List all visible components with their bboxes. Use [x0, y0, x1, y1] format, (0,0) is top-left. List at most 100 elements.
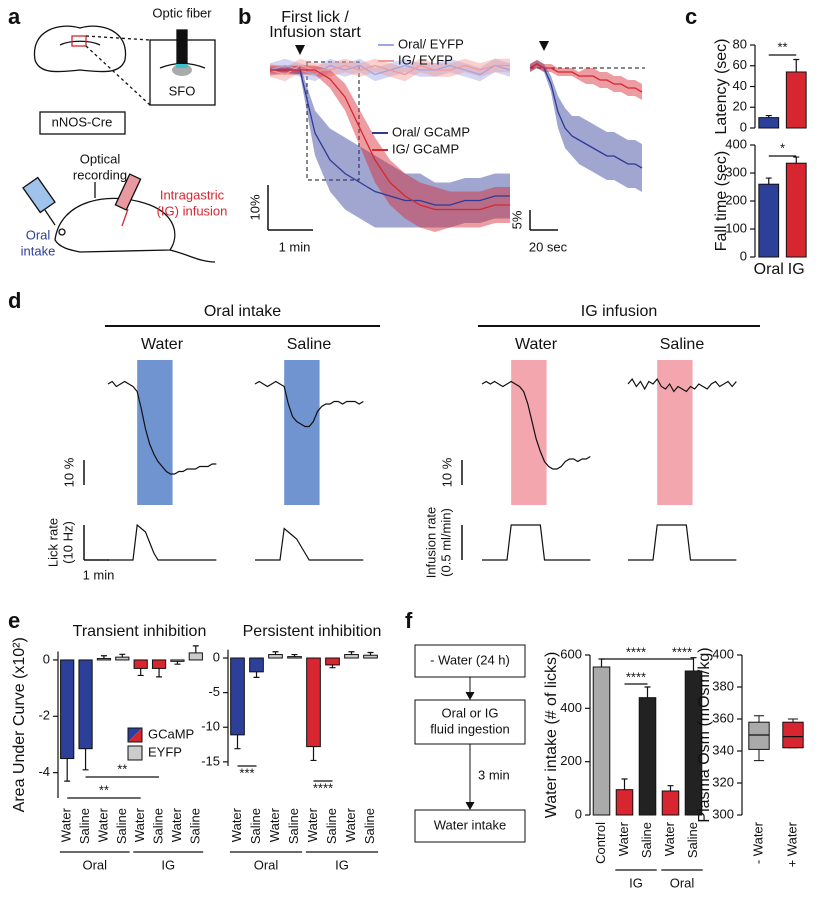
flow-step: Oral or IG: [441, 705, 498, 720]
label: nNOS-Cre: [52, 114, 113, 129]
bar: [592, 666, 611, 816]
bar: [344, 654, 359, 659]
x-tick-label: IG: [788, 261, 805, 278]
legend-swatch-border: [127, 745, 143, 761]
bottle: [22, 176, 56, 214]
significance-label: **: [777, 39, 787, 54]
panel-label: f: [405, 608, 413, 633]
error-bar: [765, 177, 772, 185]
y-tick-label: 200: [725, 192, 747, 207]
bar: [785, 162, 807, 258]
y-tick-label: -10: [201, 719, 220, 734]
legend-label: EYFP: [148, 744, 182, 759]
y-tick-label: 200: [560, 753, 582, 768]
line: [529, 63, 643, 169]
bar: [96, 658, 112, 661]
label: Oral: [26, 227, 51, 242]
y-tick-label: 0: [740, 119, 747, 134]
y-axis-label: Area Under Curve (x10²): [11, 637, 28, 812]
stimulus-window: [657, 360, 693, 505]
error-bar: [644, 686, 651, 698]
bar: [661, 790, 680, 816]
error-bar: [119, 653, 126, 658]
bar: [758, 183, 780, 258]
group-label: IG: [335, 857, 349, 872]
x-tick-label: Saline: [151, 808, 166, 844]
bar: [151, 659, 167, 669]
y-tick-label: 60: [733, 57, 747, 72]
y-axis-label: Water intake (# of licks): [543, 652, 560, 819]
legend-label: Oral/ GCaMP: [392, 124, 470, 139]
y-tick-label: 0: [213, 649, 220, 664]
sfo-box: [71, 35, 87, 47]
y-tick-label: -4: [38, 764, 50, 779]
y-tick-label: 300: [712, 806, 734, 821]
error-bar: [310, 746, 317, 762]
legend-swatch: [128, 746, 142, 760]
y-tick-label: 600: [560, 646, 582, 661]
y-axis-label: Fall time (sec): [713, 151, 730, 251]
error-band: [530, 60, 642, 100]
x-tick-label: Water: [95, 807, 110, 842]
error-bar: [291, 653, 298, 657]
chart-title: Transient inhibition: [73, 623, 207, 640]
x-tick-label: Water: [132, 807, 147, 842]
error-bar: [272, 651, 279, 655]
event-marker: [295, 45, 305, 55]
line: [269, 64, 510, 76]
group-label: Oral: [82, 857, 107, 872]
bar: [785, 71, 807, 129]
zoom-line: [85, 35, 151, 41]
bar: [268, 654, 283, 659]
significance-label: *: [780, 140, 785, 155]
bar: [249, 657, 264, 673]
error-bar: [329, 664, 336, 669]
x-tick-label: Oral: [754, 261, 784, 278]
annotation: First lick /: [281, 9, 349, 26]
stimulus-window: [284, 360, 320, 505]
group-label: IG: [161, 857, 175, 872]
panel-label: a: [8, 4, 21, 29]
legend-swatch: [128, 728, 142, 742]
x-tick-label: Saline: [286, 808, 301, 844]
panel-label: d: [8, 288, 21, 313]
label: recording: [73, 167, 127, 182]
x-tick-label: Saline: [114, 808, 129, 844]
y-tick-label: 40: [733, 78, 747, 93]
scale-label: Infusion rate: [423, 507, 438, 579]
bar: [60, 659, 75, 760]
x-tick-label: Water: [169, 807, 184, 842]
x-tick-label: Water: [229, 807, 244, 842]
error-band: [530, 60, 642, 192]
error-bar: [100, 655, 107, 659]
bar: [115, 656, 130, 661]
stimulus-window: [137, 360, 173, 505]
box: [748, 721, 770, 750]
legend-label: IG/ EYFP: [398, 52, 453, 67]
bar: [306, 657, 321, 748]
bar: [638, 697, 657, 816]
diagram-a: [22, 25, 216, 263]
legend-label: IG/ GCaMP: [392, 141, 459, 156]
label: Optic fiber: [152, 5, 212, 20]
x-tick-label: Water: [59, 807, 74, 842]
stimulus-window: [511, 360, 547, 505]
x-tick-label: Water: [343, 807, 358, 842]
error-bar: [253, 671, 260, 678]
bar: [230, 657, 245, 736]
label: SFO: [169, 83, 196, 98]
x-tick-label: - Water: [750, 821, 765, 864]
group-label: Oral: [670, 875, 695, 890]
error-bar: [367, 651, 374, 656]
error-bar: [192, 645, 199, 653]
flow-delay: 3 min: [478, 767, 510, 782]
mouse-tail: [169, 249, 216, 263]
x-tick-label: Saline: [187, 808, 202, 844]
line: [529, 63, 643, 93]
syringe: [114, 173, 142, 211]
event-marker: [539, 41, 549, 51]
y-tick-label: 0: [43, 651, 50, 666]
flow-step: Water intake: [434, 817, 507, 832]
